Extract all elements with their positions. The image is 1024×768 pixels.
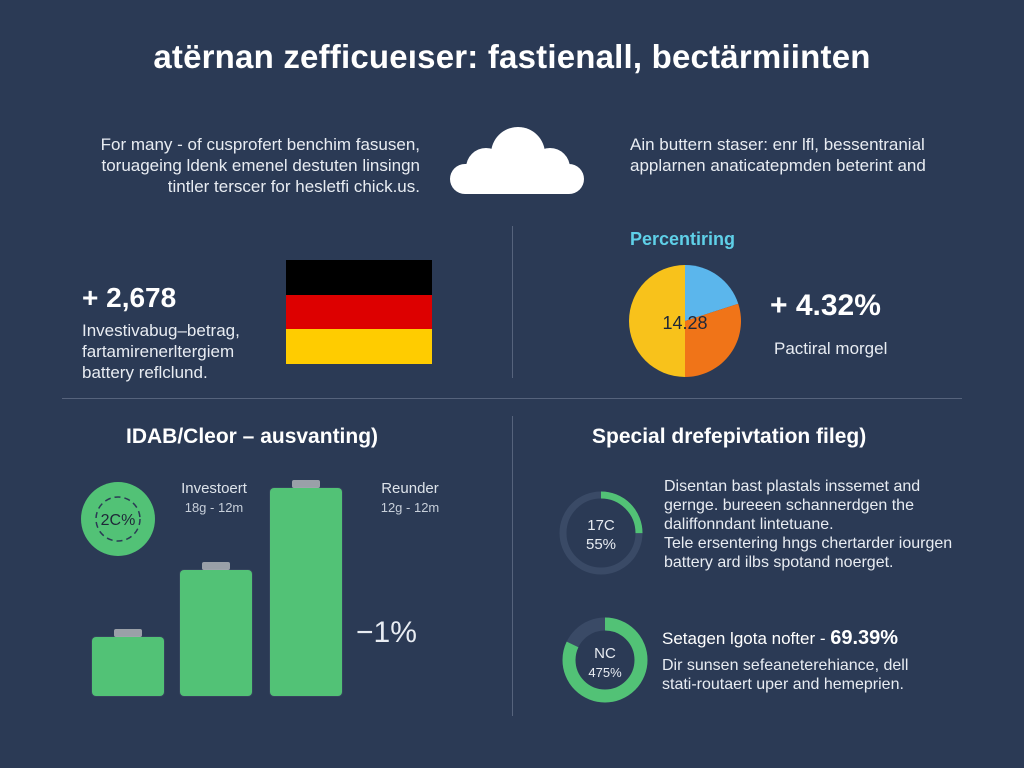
column-sub-reunder: 12g - 12m: [380, 500, 440, 515]
stat-left-line: Investivabug–betrag,: [82, 321, 240, 340]
ring1-desc-line: Disentan bast plastals inssemet and: [664, 478, 921, 495]
ring2-value: 69.39%: [830, 627, 899, 649]
germany-flag-icon: [286, 260, 432, 364]
ring1-desc-line: Tele ersentering hngs chertarder iourgen: [664, 535, 953, 552]
ring1-desc-line: gernge. bureeen schannerdgen the: [664, 497, 914, 514]
stat-left-line: battery reflclund.: [82, 363, 208, 382]
battery-bar-small: [92, 629, 164, 696]
pie-slice-1: [685, 265, 739, 321]
intro-left-line: toruageing ldenk emenel destuten linsing…: [101, 156, 420, 175]
intro-left-line: For many - of cusprofert benchim fasusen…: [100, 135, 420, 154]
stat-left-line: fartamirenerltergiem: [82, 342, 235, 361]
ring1-description: Disentan bast plastals inssemet and gern…: [664, 477, 964, 572]
ring2-headline: Setagen lgota nofter - 69.39%: [662, 627, 962, 650]
ring2-desc-line: Dir sunsen sefeaneterehiance, dell: [662, 657, 909, 674]
intro-right-line: applarnen anaticatepmden beterint and: [630, 156, 926, 175]
intro-left-text: For many - of cusprofert benchim fasusen…: [60, 134, 420, 197]
ring1-desc-line: daliffonndant lintetuane.: [664, 516, 834, 533]
ring2-desc-line: stati-routaert uper and hemeprien.: [662, 676, 904, 693]
page-title: atërnan zefficueıser: fastienall, bectär…: [153, 38, 871, 75]
pie-stat-value: + 4.32%: [770, 289, 881, 322]
right-section-title: Special drefepivtation fileg): [592, 425, 867, 448]
column-sub-investoert: 18g - 12m: [184, 500, 244, 515]
column-label-investoert: Investoert: [181, 480, 247, 497]
stat-left-description: Investivabug–betrag, fartamirenerltergie…: [82, 320, 282, 383]
stat-value-left: + 2,678: [82, 282, 177, 313]
progress-ring-1: 17C 55%: [558, 490, 644, 581]
divider-vertical-bottom: [512, 416, 513, 716]
pie-chart: 14.28: [628, 264, 742, 383]
intro-right-text: Ain buttern staser: enr lfl, bessentrani…: [630, 134, 970, 176]
battery-bar-medium: [180, 562, 252, 696]
bars-section-title: IDAB/Cleor – ausvanting): [126, 425, 379, 448]
battery-bars: [92, 480, 352, 696]
intro-left-line: tintler terscer for hesletfi chick.us.: [167, 177, 420, 196]
divider-vertical-top: [512, 226, 513, 378]
pie-slice-3: [629, 265, 685, 377]
cloud-icon: [446, 124, 588, 203]
ring1-top-text: 17C: [587, 517, 615, 534]
column-label-reunder: Reunder: [381, 480, 439, 497]
delta-value: −1%: [356, 616, 417, 649]
battery-bar-large: [270, 480, 342, 696]
divider-horizontal: [62, 398, 962, 399]
ring2-bottom-text: 475%: [588, 665, 622, 680]
percent-badge: 2C%: [80, 481, 156, 562]
ring2-top-text: NC: [594, 645, 616, 662]
pie-slice-2: [685, 303, 741, 377]
percent-badge-text: 2C%: [101, 512, 136, 529]
pie-stat-caption: Pactiral morgel: [774, 339, 888, 358]
pie-chart-label: Percentiring: [630, 229, 736, 249]
pie-center-value: 14.28: [662, 313, 707, 333]
intro-right-line: Ain buttern staser: enr lfl, bessentrani…: [630, 135, 925, 154]
progress-ring-2: NC 475%: [562, 617, 648, 708]
ring1-desc-line: battery ard ilbs spotand noerget.: [664, 554, 894, 571]
ring2-description: Dir sunsen sefeaneterehiance, dell stati…: [662, 656, 962, 694]
ring2-head-text: Setagen lgota nofter -: [662, 629, 826, 648]
ring1-bottom-text: 55%: [585, 536, 617, 553]
